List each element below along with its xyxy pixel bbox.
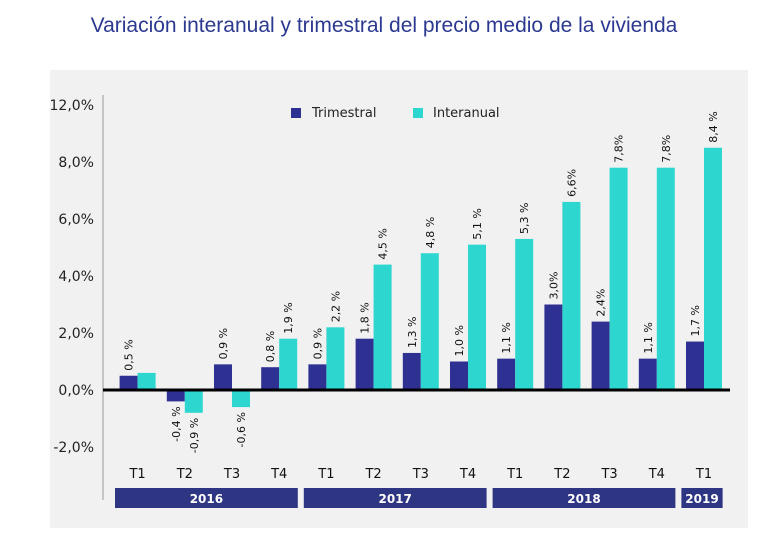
data-label: 1,8 % xyxy=(359,302,372,333)
bar-trimestral-12 xyxy=(686,341,704,390)
year-label: 2018 xyxy=(567,492,600,506)
bar-trimestral-9 xyxy=(544,304,563,390)
year-axis: 2016 2017 2018 2019 xyxy=(115,488,723,508)
bar-interanual-3 xyxy=(279,338,298,390)
x-tick-label: T4 xyxy=(459,467,476,482)
y-tick-label: -2,0% xyxy=(53,440,94,456)
data-label: 3,0% xyxy=(547,272,560,300)
y-tick-label: 0,0% xyxy=(58,383,94,399)
data-label: 0,9 % xyxy=(311,328,324,359)
data-label: 1,3 % xyxy=(406,316,419,347)
x-tick-label: T4 xyxy=(270,467,287,482)
data-label: 7,8% xyxy=(613,135,626,163)
year-band-2019 xyxy=(681,488,723,508)
data-label: 0,5 % xyxy=(123,339,136,370)
x-tick-label: T4 xyxy=(648,467,665,482)
data-label: 5,1 % xyxy=(471,208,484,239)
x-tick-label: T1 xyxy=(128,467,145,482)
bar-trimestral-4 xyxy=(308,364,327,390)
data-label: 1,1 % xyxy=(642,322,655,353)
year-label: 2017 xyxy=(378,492,411,506)
x-tick-label: T1 xyxy=(506,467,523,482)
data-label: 0,9 % xyxy=(217,328,230,359)
y-tick-label: 12,0% xyxy=(50,98,94,114)
legend-swatch-trimestral xyxy=(291,108,301,118)
y-tick-label: 6,0% xyxy=(58,212,94,228)
bar-interanual-4 xyxy=(326,327,345,390)
bar-trimestral-5 xyxy=(355,338,374,390)
bar-interanual-0 xyxy=(137,372,156,390)
data-label: 2,2 % xyxy=(329,291,342,322)
x-tick-label: T2 xyxy=(176,467,193,482)
y-tick-label: 2,0% xyxy=(58,326,94,342)
y-tick-label: 8,0% xyxy=(58,155,94,171)
year-band-2017 xyxy=(303,488,487,508)
data-label: 0,8 % xyxy=(264,331,277,362)
year-band-2016 xyxy=(115,488,298,508)
bar-trimestral-6 xyxy=(402,352,421,390)
legend-label-interanual: Interanual xyxy=(433,106,500,121)
data-label: 7,8% xyxy=(660,135,673,163)
bar-interanual-11 xyxy=(656,167,675,390)
legend: Trimestral Interanual xyxy=(291,106,500,121)
x-tick-label: T3 xyxy=(600,467,617,482)
data-label: -0,6 % xyxy=(235,412,248,447)
chart-panel: 12,0% 8,0% 6,0% 4,0% 2,0% 0,0% -2,0% 0,5 % -0,4… xyxy=(50,70,748,528)
year-band-2018 xyxy=(492,488,676,508)
data-label: 2,4% xyxy=(595,289,608,317)
x-axis: T1 T2 T3 T4 T1 T2 T3 T4 T1 T2 T3 T4 T1 xyxy=(103,388,730,482)
bar-trimestral-3 xyxy=(261,367,280,390)
year-label: 2016 xyxy=(190,492,223,506)
bar-interanual-7 xyxy=(468,244,486,390)
bar-chart: 12,0% 8,0% 6,0% 4,0% 2,0% 0,0% -2,0% 0,5 % -0,4… xyxy=(50,95,730,508)
bar-interanual-10 xyxy=(609,167,628,390)
x-tick-label: T3 xyxy=(412,467,429,482)
x-tick-label: T2 xyxy=(553,467,570,482)
bar-trimestral-0 xyxy=(119,375,138,390)
data-label: -0,9 % xyxy=(188,418,201,453)
bar-interanual-2 xyxy=(232,390,250,408)
y-axis: 12,0% 8,0% 6,0% 4,0% 2,0% 0,0% -2,0% xyxy=(50,95,104,500)
bar-interanual-12 xyxy=(704,147,722,390)
data-label: 8,4 % xyxy=(707,111,720,142)
data-label: 5,3 % xyxy=(518,202,531,233)
data-label: 6,6% xyxy=(565,169,578,197)
bar-trimestral-7 xyxy=(450,361,468,390)
bar-interanual-8 xyxy=(515,238,534,390)
data-label: 4,8 % xyxy=(424,217,437,248)
bar-trimestral-2 xyxy=(214,364,232,390)
bar-trimestral-8 xyxy=(497,358,516,390)
year-label: 2019 xyxy=(685,492,718,506)
x-tick-label: T1 xyxy=(695,467,712,482)
bar-trimestral-10 xyxy=(591,321,610,390)
bar-interanual-5 xyxy=(373,264,392,390)
data-label: 1,0 % xyxy=(453,325,466,356)
x-tick-label: T3 xyxy=(223,467,240,482)
data-label: 1,7 % xyxy=(689,305,702,336)
legend-label-trimestral: Trimestral xyxy=(311,106,376,121)
data-label: 1,1 % xyxy=(500,322,513,353)
bar-interanual-9 xyxy=(562,201,581,390)
bar-trimestral-1 xyxy=(166,390,185,402)
y-tick-label: 4,0% xyxy=(58,269,94,285)
bar-trimestral-11 xyxy=(638,358,657,390)
bar-interanual-6 xyxy=(420,253,439,390)
bars xyxy=(119,147,722,413)
x-tick-label: T1 xyxy=(317,467,334,482)
chart-title: Variación interanual y trimestral del pr… xyxy=(90,14,678,37)
x-tick-label: T2 xyxy=(364,467,381,482)
bar-interanual-1 xyxy=(184,390,203,413)
data-labels: 0,5 % -0,4 % -0,9 % 0,9 % -0,6 % 0,8 % 1,9 % 0,… xyxy=(123,111,720,453)
legend-swatch-interanual xyxy=(413,108,423,118)
data-label: 4,5 % xyxy=(377,228,390,259)
data-label: 1,9 % xyxy=(282,302,295,333)
data-label: -0,4 % xyxy=(170,406,183,441)
